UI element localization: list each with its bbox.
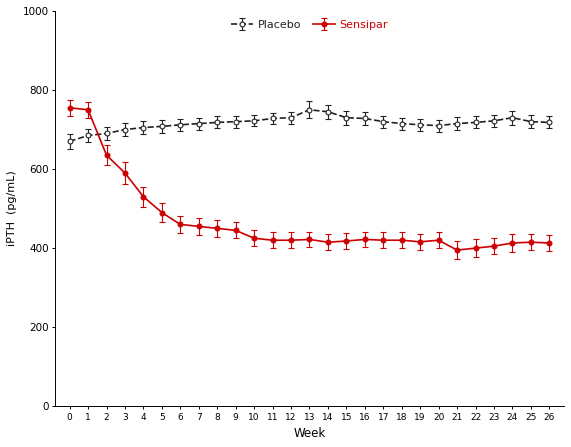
Legend: Placebo, Sensipar: Placebo, Sensipar xyxy=(228,17,391,33)
X-axis label: Week: Week xyxy=(293,427,325,440)
Y-axis label: iPTH  (pg/mL): iPTH (pg/mL) xyxy=(7,171,17,246)
